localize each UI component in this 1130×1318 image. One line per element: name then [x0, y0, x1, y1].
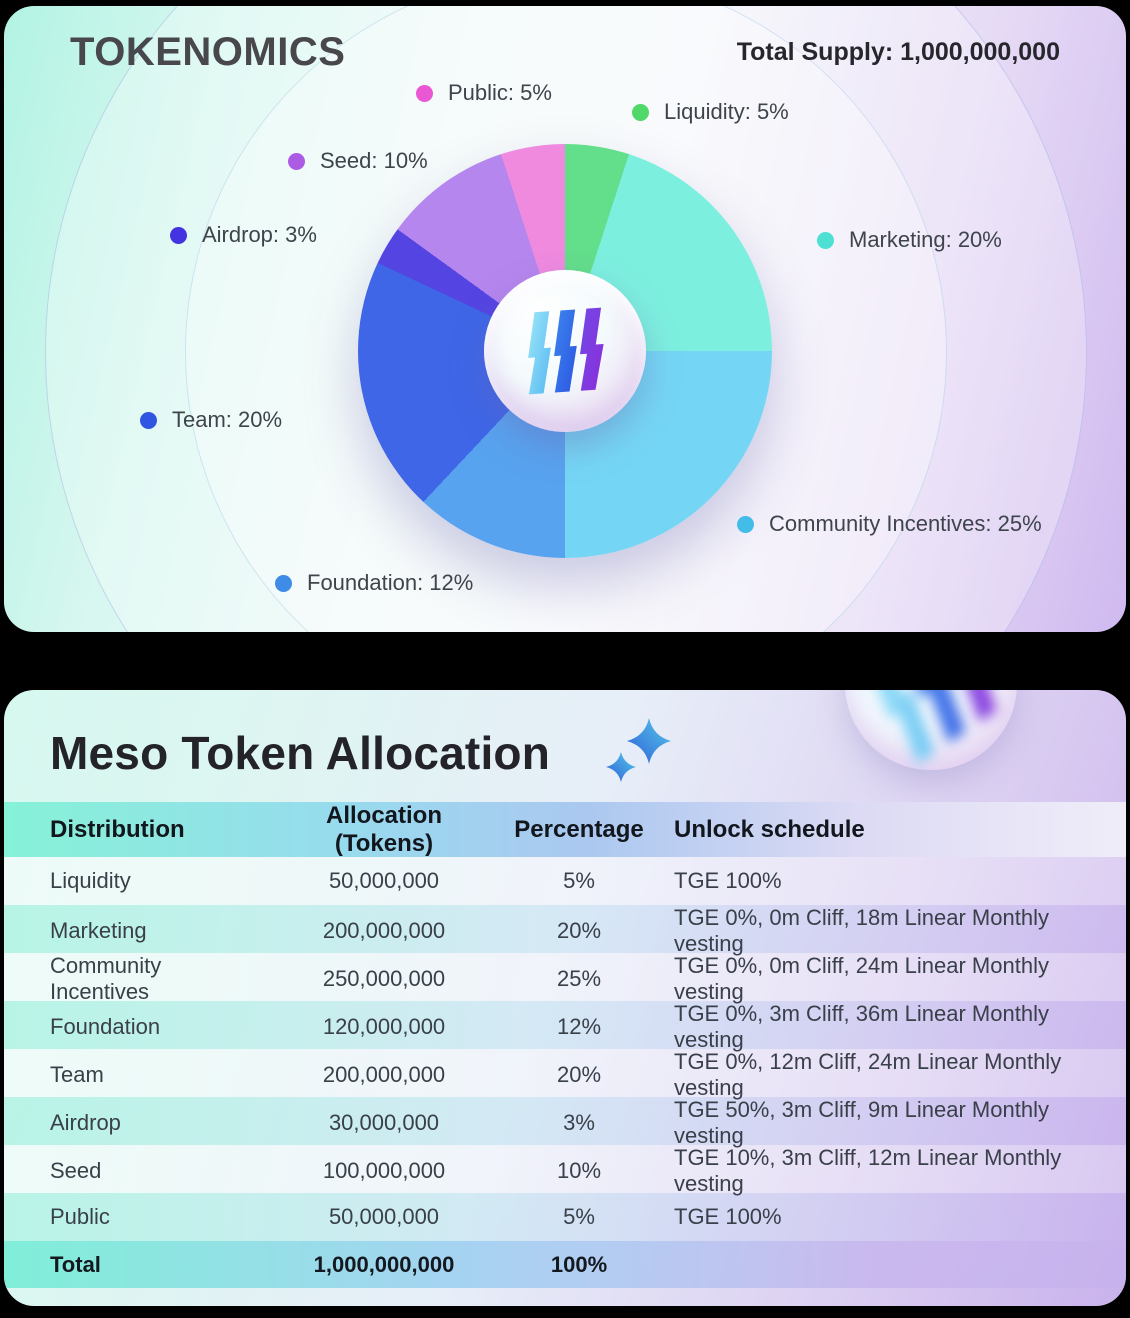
legend-item-airdrop: Airdrop: 3%: [170, 222, 317, 248]
legend-item-marketing: Marketing: 20%: [817, 227, 1002, 253]
legend-item-foundation: Foundation: 12%: [275, 570, 473, 596]
allocation-table: Distribution Allocation (Tokens) Percent…: [4, 802, 1126, 1288]
cell-allocation: 50,000,000: [328, 868, 440, 893]
cell-unlock: TGE 100%: [674, 1204, 782, 1229]
cell-unlock: TGE 0%, 0m Cliff, 18m Linear Monthly ves…: [674, 905, 1049, 956]
cell-distribution: Foundation: [50, 1014, 161, 1039]
total-label: Total: [50, 1251, 101, 1277]
table-row: Airdrop 30,000,000 3% TGE 50%, 3m Cliff, 9m…: [4, 1097, 1126, 1148]
table-row: Seed 100,000,000 10% TGE 10%, 3m Cliff, 12m…: [4, 1145, 1126, 1196]
cell-unlock: TGE 50%, 3m Cliff, 9m Linear Monthly ves…: [674, 1097, 1049, 1148]
cell-percentage: 12%: [556, 1014, 602, 1039]
table-row: Foundation 120,000,000 12% TGE 0%, 3m Cliff…: [4, 1001, 1126, 1052]
cell-distribution: Marketing: [50, 918, 147, 943]
meso-logo-corner-badge: [845, 690, 1017, 770]
cell-allocation: 200,000,000: [322, 918, 446, 943]
legend-dot-foundation: [275, 574, 292, 592]
table-row: Community Incentives 250,000,000 25% TGE 0%…: [4, 953, 1126, 1004]
cell-allocation: 120,000,000: [322, 1014, 446, 1039]
legend-item-public: Public: 5%: [416, 80, 552, 106]
legend-label: Team: 20%: [172, 407, 283, 432]
legend-label: Airdrop: 3%: [202, 222, 317, 247]
legend-item-liquidity: Liquidity: 5%: [632, 99, 789, 125]
legend-label: Public: 5%: [448, 80, 552, 105]
table-body: Liquidity 50,000,000 5% TGE 100% Marketing 20…: [4, 857, 1126, 1241]
table-row: Team 200,000,000 20% TGE 0%, 12m Cliff, 24m…: [4, 1049, 1126, 1100]
table-row: Public 50,000,000 5% TGE 100%: [4, 1193, 1126, 1241]
cell-allocation: 50,000,000: [328, 1204, 440, 1229]
table-header-row: Distribution Allocation (Tokens) Percent…: [4, 802, 1126, 857]
legend-item-community-incentives: Community Incentives: 25%: [737, 511, 1042, 537]
allocation-card: Meso Token Allocation Distribution Alloc…: [4, 690, 1126, 1306]
legend-item-seed: Seed: 10%: [288, 148, 428, 174]
tokenomics-title: TOKENOMICS: [70, 30, 346, 74]
cell-distribution: Airdrop: [50, 1110, 121, 1135]
total-supply-label: Total Supply: 1,000,000,000: [736, 38, 1060, 66]
total-percentage: 100%: [550, 1251, 608, 1277]
cell-percentage: 25%: [556, 966, 602, 991]
cell-distribution: Community Incentives: [50, 953, 162, 1004]
table-total-row: Total 1,000,000,000 100%: [4, 1241, 1126, 1288]
cell-distribution: Liquidity: [50, 868, 131, 893]
cell-percentage: 20%: [556, 918, 602, 943]
column-header-unlock-schedule: Unlock schedule: [674, 816, 865, 843]
cell-unlock: TGE 0%, 12m Cliff, 24m Linear Monthly ve…: [674, 1049, 1062, 1100]
cell-percentage: 20%: [556, 1062, 602, 1087]
cell-distribution: Seed: [50, 1158, 102, 1183]
meso-logo-icon: [528, 307, 604, 395]
cell-percentage: 3%: [563, 1110, 595, 1135]
legend-item-team: Team: 20%: [140, 407, 282, 433]
total-allocation: 1,000,000,000: [313, 1251, 455, 1277]
legend-label: Marketing: 20%: [849, 227, 1002, 252]
legend-dot-marketing: [817, 231, 834, 249]
table-row: Liquidity 50,000,000 5% TGE 100%: [4, 857, 1126, 905]
column-header-percentage: Percentage: [514, 816, 644, 843]
column-header-allocation: Allocation (Tokens): [325, 802, 442, 857]
allocation-title: Meso Token Allocation: [50, 727, 551, 779]
cell-allocation: 100,000,000: [322, 1158, 446, 1183]
legend-label: Community Incentives: 25%: [769, 511, 1042, 536]
legend-dot-community-incentives: [737, 515, 754, 533]
legend-label: Foundation: 12%: [307, 570, 474, 595]
legend-dot-public: [416, 84, 433, 102]
column-header-distribution: Distribution: [50, 816, 185, 843]
cell-percentage: 5%: [563, 868, 595, 893]
meso-logo-badge: [484, 270, 646, 432]
cell-unlock: TGE 0%, 0m Cliff, 24m Linear Monthly ves…: [674, 953, 1049, 1004]
legend-label: Seed: 10%: [320, 148, 428, 173]
cell-allocation: 200,000,000: [322, 1062, 446, 1087]
cell-percentage: 10%: [556, 1158, 602, 1183]
cell-distribution: Team: [50, 1062, 104, 1087]
legend-dot-liquidity: [632, 103, 649, 121]
meso-logo-blurred-icon: [864, 690, 998, 765]
table-row: Marketing 200,000,000 20% TGE 0%, 0m Cliff,…: [4, 905, 1126, 956]
cell-distribution: Public: [50, 1204, 110, 1229]
cell-unlock: TGE 10%, 3m Cliff, 12m Linear Monthly ve…: [674, 1145, 1062, 1196]
cell-unlock: TGE 100%: [674, 868, 782, 893]
legend-dot-seed: [288, 152, 305, 170]
sparkles-icon: [606, 718, 671, 782]
legend-dot-team: [140, 411, 157, 429]
legend-dot-airdrop: [170, 226, 187, 244]
cell-percentage: 5%: [563, 1204, 595, 1229]
tokenomics-card: TOKENOMICS Total Supply: 1,000,000,000 L…: [4, 6, 1126, 632]
cell-allocation: 250,000,000: [322, 966, 446, 991]
legend-label: Liquidity: 5%: [664, 99, 789, 124]
cell-unlock: TGE 0%, 3m Cliff, 36m Linear Monthly ves…: [674, 1001, 1049, 1052]
cell-allocation: 30,000,000: [328, 1110, 440, 1135]
